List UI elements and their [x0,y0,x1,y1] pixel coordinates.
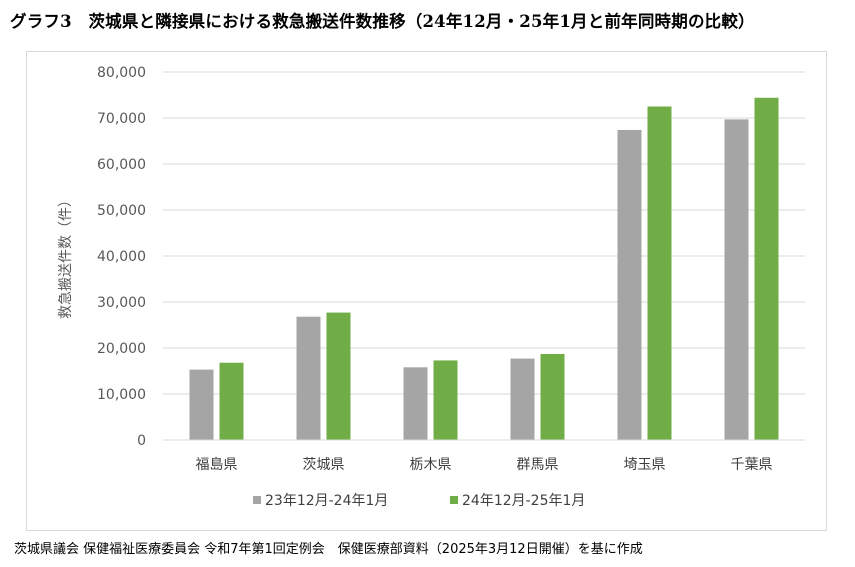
bar [540,353,565,440]
y-axis-title: 救急搬送件数（件） [58,193,74,319]
x-tick-label: 群馬県 [517,457,559,473]
bar [189,369,214,440]
bar [724,119,749,440]
y-tick-label: 80,000 [97,65,146,81]
bar [296,316,321,440]
x-tick-label: 福島県 [196,457,238,473]
bar [617,129,642,440]
bar [403,367,428,440]
chart-panel [26,51,827,531]
y-tick-label: 50,000 [97,203,146,219]
legend-swatch [450,496,458,504]
y-tick-label: 60,000 [97,157,146,173]
chart-title: グラフ3 茨城県と隣接県における救急搬送件数推移（24年12月・25年1月と前年… [10,12,755,31]
x-tick-label: 茨城県 [303,457,345,473]
y-tick-label: 30,000 [97,295,146,311]
bar [219,362,244,440]
source-note: 茨城県議会 保健福祉医療委員会 令和7年第1回定例会 保健医療部資料（2025年… [14,542,643,557]
bar [433,360,458,440]
x-tick-label: 千葉県 [731,457,773,473]
x-tick-label: 埼玉県 [624,457,666,473]
y-tick-label: 70,000 [97,111,146,127]
legend-swatch [253,496,261,504]
bar [510,358,535,440]
x-tick-label: 栃木県 [410,457,452,473]
bar [754,97,779,440]
y-tick-label: 0 [137,433,146,449]
bar [647,106,672,440]
y-tick-label: 20,000 [97,341,146,357]
bar [326,312,351,440]
legend-label: 23年12月-24年1月 [265,493,388,509]
legend-label: 24年12月-25年1月 [462,493,585,509]
y-tick-label: 40,000 [97,249,146,265]
y-tick-label: 10,000 [97,387,146,403]
